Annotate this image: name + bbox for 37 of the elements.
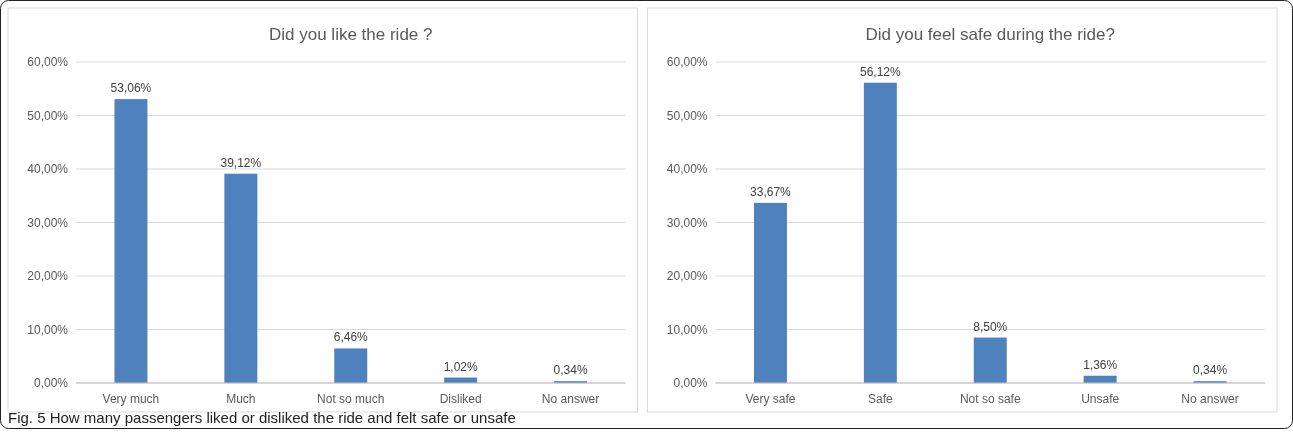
x-tick-label: Much xyxy=(226,392,256,406)
x-tick-label: No answer xyxy=(541,392,600,406)
data-label: 39,12% xyxy=(220,155,262,170)
y-tick-label: 30,00% xyxy=(666,215,708,230)
y-tick-label: 60,00% xyxy=(666,55,708,70)
data-label: 0,34% xyxy=(1193,363,1228,378)
y-tick-label: 50,00% xyxy=(27,108,69,123)
x-tick-label: Unsafe xyxy=(1081,392,1120,406)
data-label: 33,67% xyxy=(750,184,792,199)
x-tick-label: Very safe xyxy=(745,392,796,406)
y-tick-label: 50,00% xyxy=(666,108,708,123)
data-label: 53,06% xyxy=(110,81,152,96)
x-tick-label: No answer xyxy=(1181,392,1239,406)
y-tick-label: 60,00% xyxy=(27,55,69,70)
y-tick-label: 20,00% xyxy=(27,269,69,284)
data-label: 1,02% xyxy=(443,359,478,374)
data-label: 56,12% xyxy=(860,64,902,79)
y-tick-label: 20,00% xyxy=(666,269,708,284)
chart-title: Did you feel safe during the ride? xyxy=(865,25,1115,44)
y-tick-label: 40,00% xyxy=(27,162,69,177)
data-label: 1,36% xyxy=(1083,357,1118,372)
y-tick-label: 40,00% xyxy=(666,162,708,177)
caption: Fig. 5 How many passengers liked or disliked the ride and felt safe or unsafe xyxy=(8,409,516,426)
x-tick-label: Not so safe xyxy=(959,392,1021,406)
data-label: 0,34% xyxy=(553,363,588,378)
y-tick-label: 10,00% xyxy=(27,322,69,337)
y-tick-label: 0,00% xyxy=(33,376,69,391)
chart-title: Did you like the ride ? xyxy=(269,25,433,44)
data-label: 8,50% xyxy=(973,319,1008,334)
data-label: 6,46% xyxy=(333,330,369,345)
x-tick-label: Very much xyxy=(102,392,160,406)
y-tick-label: 10,00% xyxy=(666,322,708,337)
x-tick-label: Disliked xyxy=(439,392,482,406)
x-tick-label: Not so much xyxy=(317,392,385,406)
x-tick-label: Safe xyxy=(868,392,894,406)
y-tick-label: 0,00% xyxy=(673,376,708,391)
y-tick-label: 30,00% xyxy=(27,215,69,230)
